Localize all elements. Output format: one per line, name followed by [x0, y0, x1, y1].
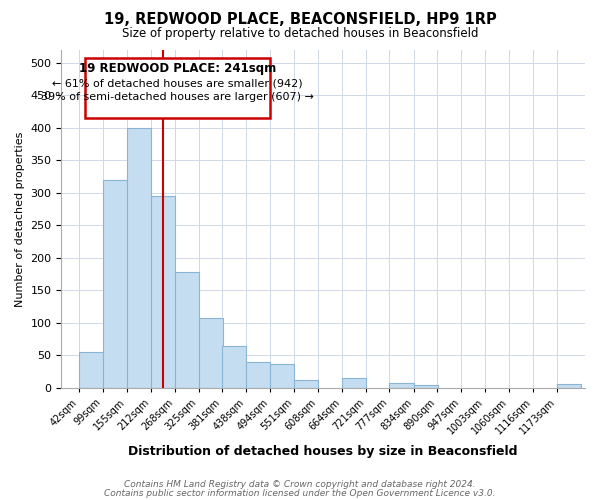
Bar [247, 362, 271, 388]
Y-axis label: Number of detached properties: Number of detached properties [15, 132, 25, 306]
Text: Size of property relative to detached houses in Beaconsfield: Size of property relative to detached ho… [122, 28, 478, 40]
Bar [413, 384, 437, 388]
Bar [294, 380, 318, 388]
Bar [222, 346, 247, 388]
Bar [127, 128, 151, 388]
Text: ← 61% of detached houses are smaller (942): ← 61% of detached houses are smaller (94… [52, 78, 303, 88]
Bar [151, 196, 175, 388]
Bar [342, 378, 366, 388]
Text: 19 REDWOOD PLACE: 241sqm: 19 REDWOOD PLACE: 241sqm [79, 62, 276, 74]
Bar [270, 364, 294, 388]
Bar [557, 384, 581, 388]
Text: Contains HM Land Registry data © Crown copyright and database right 2024.: Contains HM Land Registry data © Crown c… [124, 480, 476, 489]
Text: Contains public sector information licensed under the Open Government Licence v3: Contains public sector information licen… [104, 488, 496, 498]
X-axis label: Distribution of detached houses by size in Beaconsfield: Distribution of detached houses by size … [128, 444, 518, 458]
Bar [199, 318, 223, 388]
Bar [175, 272, 199, 388]
Bar [103, 180, 127, 388]
Bar [389, 383, 413, 388]
Text: 39% of semi-detached houses are larger (607) →: 39% of semi-detached houses are larger (… [41, 92, 314, 102]
Bar [85, 58, 271, 118]
Text: 19, REDWOOD PLACE, BEACONSFIELD, HP9 1RP: 19, REDWOOD PLACE, BEACONSFIELD, HP9 1RP [104, 12, 496, 28]
Bar [79, 352, 103, 388]
